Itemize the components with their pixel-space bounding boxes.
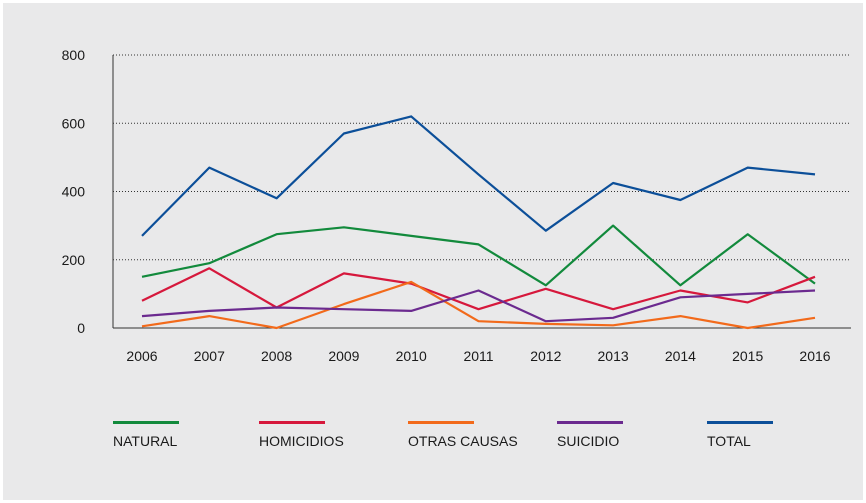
series-line-natural xyxy=(141,224,816,287)
chart-panel: 0 200 400 600 800 2006 2007 2008 2009 2010 2011 201… xyxy=(3,3,863,500)
x-tick-label: 2010 xyxy=(396,348,427,364)
x-tick-label: 2009 xyxy=(328,348,359,364)
series-line-otras-causas xyxy=(141,280,816,330)
x-tick-label: 2011 xyxy=(463,348,493,364)
y-tick-label: 600 xyxy=(62,115,86,131)
x-tick-label: 2006 xyxy=(126,348,157,364)
x-tick-label: 2007 xyxy=(194,348,225,364)
y-tick-label: 400 xyxy=(62,184,86,200)
y-tick-label: 0 xyxy=(77,320,85,336)
y-tick-label: 200 xyxy=(62,252,86,268)
line-chart: 0 200 400 600 800 2006 2007 2008 2009 2010 2011 201… xyxy=(62,47,851,364)
x-tick-label: 2015 xyxy=(732,348,763,364)
x-tick-label: 2012 xyxy=(530,348,561,364)
y-tick-label: 800 xyxy=(62,47,86,63)
x-tick-label: 2016 xyxy=(799,348,830,364)
x-tick-label: 2013 xyxy=(598,348,629,364)
series-line-homicidios xyxy=(141,267,816,311)
series-line-total xyxy=(141,115,816,237)
x-tick-label: 2014 xyxy=(665,348,696,364)
series-line-suicidio xyxy=(141,289,816,323)
x-tick-label: 2008 xyxy=(261,348,292,364)
